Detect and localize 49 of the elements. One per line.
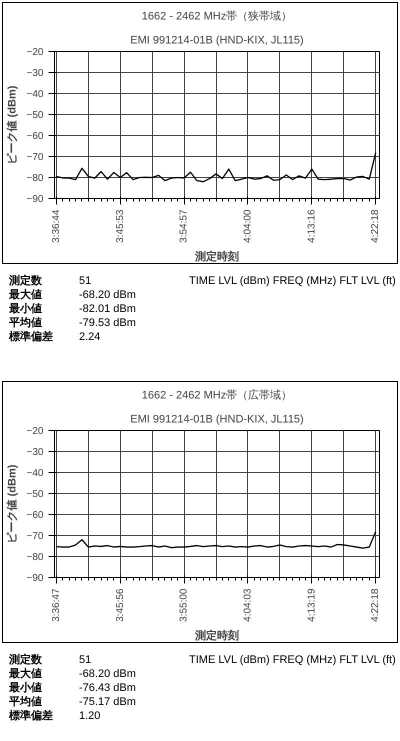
y-tick-label: −30 [26, 447, 44, 458]
text: 標準偏差 1.20 [9, 710, 100, 722]
y-tick-label: −60 [26, 131, 44, 142]
text: TIME LVL (dBm) FREQ (MHz) FLT LVL (ft) [188, 653, 397, 667]
chart-title: 1662 - 2462 MHz帯（広帯域） [142, 388, 292, 402]
y-tick-label: −30 [26, 68, 44, 79]
text: 平均値 -79.53 dBm [9, 317, 136, 329]
text: 測定数 51 [9, 275, 92, 287]
x-tick-label: 3:54:57 [178, 209, 190, 243]
y-tick-label: −70 [26, 152, 44, 163]
y-tick-label: −20 [26, 426, 44, 437]
y-tick-label: −50 [26, 110, 44, 121]
x-tick-label: 3:45:56 [114, 588, 126, 622]
chart-subtitle: EMI 991214-01B (HND-KIX, JL115) [130, 34, 304, 46]
y-tick-label: −70 [26, 531, 44, 542]
x-tick-label: 4:04:00 [242, 209, 254, 243]
y-axis-title: ピーク値 (dBm) [6, 464, 19, 544]
y-tick-label: −50 [26, 489, 44, 500]
x-tick-label: 4:13:16 [306, 209, 318, 243]
text: 平均値 -75.17 dBm [9, 696, 136, 708]
y-tick-label: −80 [26, 173, 44, 184]
text: 最小値 -82.01 dBm [9, 303, 136, 315]
y-axis-title: ピーク値 (dBm) [6, 85, 19, 164]
y-tick-label: −90 [26, 194, 44, 205]
y-tick-label: −80 [26, 552, 44, 563]
x-tick-label: 4:13:19 [306, 588, 318, 622]
x-tick-label: 3:55:00 [178, 588, 190, 622]
chart-subtitle: EMI 991214-01B (HND-KIX, JL115) [130, 414, 304, 426]
text: 最小値 -76.43 dBm [9, 682, 136, 694]
text: 最大値 -68.20 dBm [9, 289, 136, 301]
line-series [56, 531, 376, 549]
x-tick-label: 4:22:18 [370, 588, 382, 622]
text: 標準偏差 2.24 [9, 331, 100, 343]
x-axis-title: 測定時刻 [194, 628, 239, 642]
x-tick-label: 3:36:47 [50, 588, 62, 622]
y-tick-label: −40 [26, 468, 44, 479]
y-tick-label: −60 [26, 510, 44, 521]
y-tick-label: −40 [26, 89, 44, 100]
chart-title: 1662 - 2462 MHz帯（狭帯域） [142, 10, 292, 22]
text: 最大値 -68.20 dBm [9, 668, 136, 680]
text: TIME LVL (dBm) FREQ (MHz) FLT LVL (ft) [188, 274, 397, 288]
x-axis-title: 測定時刻 [194, 250, 239, 263]
text: 測定数 51 [9, 654, 92, 666]
x-tick-label: 4:22:18 [370, 209, 382, 243]
x-tick-label: 4:04:03 [242, 588, 254, 622]
y-tick-label: −90 [26, 573, 44, 584]
x-tick-label: 3:36:44 [50, 209, 62, 243]
y-tick-label: −20 [26, 47, 44, 58]
x-tick-label: 3:45:53 [114, 209, 126, 243]
